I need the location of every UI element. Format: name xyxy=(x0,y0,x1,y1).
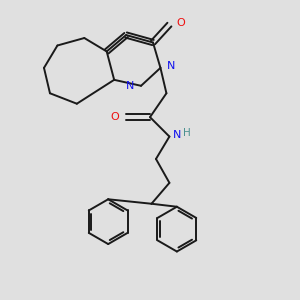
Text: N: N xyxy=(172,130,181,140)
Text: N: N xyxy=(167,61,176,71)
Text: O: O xyxy=(111,112,119,122)
Text: O: O xyxy=(176,18,185,28)
Text: N: N xyxy=(126,81,134,91)
Text: H: H xyxy=(183,128,190,138)
